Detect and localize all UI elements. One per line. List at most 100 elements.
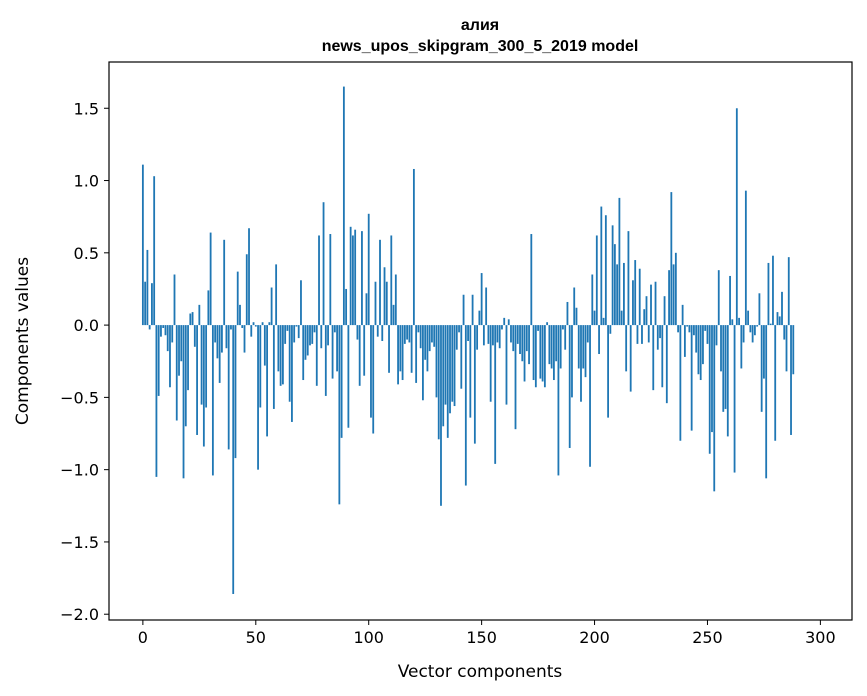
bar — [785, 325, 788, 372]
bar — [209, 232, 212, 326]
bar — [146, 249, 149, 326]
bar — [774, 325, 777, 441]
bar — [706, 325, 709, 344]
bar — [711, 325, 713, 433]
bar — [403, 325, 406, 344]
bar — [772, 255, 774, 326]
bar — [241, 325, 244, 328]
bar — [688, 325, 691, 333]
bar — [496, 325, 499, 343]
bar — [726, 325, 729, 437]
bar — [322, 202, 325, 326]
bar — [751, 325, 754, 343]
bar — [724, 325, 727, 409]
bar — [295, 325, 298, 327]
bar — [173, 274, 176, 326]
bar — [738, 317, 740, 326]
x-tick-label: 50 — [246, 628, 266, 647]
x-tick-label: 200 — [579, 628, 610, 647]
bar — [227, 325, 230, 450]
bar — [679, 325, 682, 441]
bar — [665, 325, 668, 404]
bar — [419, 325, 422, 349]
bar — [740, 325, 743, 369]
bar — [252, 322, 255, 326]
bar — [482, 325, 485, 346]
bar — [180, 325, 183, 362]
bar — [309, 325, 311, 346]
bar — [652, 325, 655, 391]
bar — [336, 325, 338, 372]
bar — [428, 325, 431, 352]
bar — [476, 325, 479, 350]
bar — [191, 312, 194, 326]
bar — [487, 325, 490, 344]
bar — [347, 325, 350, 428]
bar — [153, 176, 156, 326]
bar — [431, 325, 433, 343]
bar — [223, 239, 226, 326]
bar — [318, 235, 320, 326]
bar — [530, 234, 533, 326]
bar — [611, 225, 614, 326]
bar — [279, 325, 282, 386]
bar — [306, 325, 309, 356]
bar — [582, 325, 585, 369]
y-tick-label: 0.5 — [74, 244, 99, 263]
bar — [489, 325, 492, 402]
bar — [656, 325, 659, 350]
bar — [729, 275, 731, 326]
bar-series — [141, 86, 795, 594]
bar — [677, 325, 680, 333]
bar — [613, 244, 616, 326]
bar — [327, 325, 329, 346]
bar — [367, 213, 370, 326]
bar — [602, 317, 605, 326]
bar — [211, 325, 214, 476]
bar — [171, 325, 174, 343]
bar — [767, 262, 770, 326]
y-tick-label: 1.5 — [74, 99, 99, 118]
bar — [381, 325, 384, 341]
bar — [408, 325, 411, 343]
bar — [778, 316, 781, 326]
bar — [166, 325, 169, 352]
bar — [485, 287, 488, 326]
y-tick-label: 1.0 — [74, 172, 99, 191]
bar — [266, 325, 268, 437]
bar — [440, 325, 442, 506]
bar — [184, 325, 187, 427]
bar — [702, 325, 704, 365]
bar — [537, 325, 539, 331]
bar — [562, 325, 564, 330]
bar — [552, 325, 555, 381]
bar — [198, 304, 201, 326]
bar — [769, 323, 772, 326]
bar — [690, 325, 693, 431]
bar — [674, 252, 677, 326]
y-axis-label: Components values — [13, 257, 33, 425]
bar — [634, 260, 637, 326]
bar — [480, 273, 483, 326]
bar — [720, 325, 722, 372]
bar — [756, 325, 759, 327]
bar — [397, 325, 399, 385]
bar — [453, 325, 456, 407]
bar — [609, 325, 612, 334]
bar — [200, 325, 203, 405]
bar — [225, 325, 228, 349]
bar — [232, 325, 235, 594]
bar — [532, 325, 535, 381]
bar — [733, 325, 736, 473]
x-tick-label: 150 — [466, 628, 497, 647]
bar — [415, 325, 418, 383]
bar — [627, 231, 630, 326]
bar — [713, 325, 716, 492]
bar — [388, 325, 390, 373]
bar — [331, 325, 334, 379]
bar — [510, 325, 512, 343]
x-tick-label: 0 — [138, 628, 148, 647]
bar — [422, 325, 424, 401]
bar — [763, 325, 765, 379]
bar — [580, 325, 582, 402]
